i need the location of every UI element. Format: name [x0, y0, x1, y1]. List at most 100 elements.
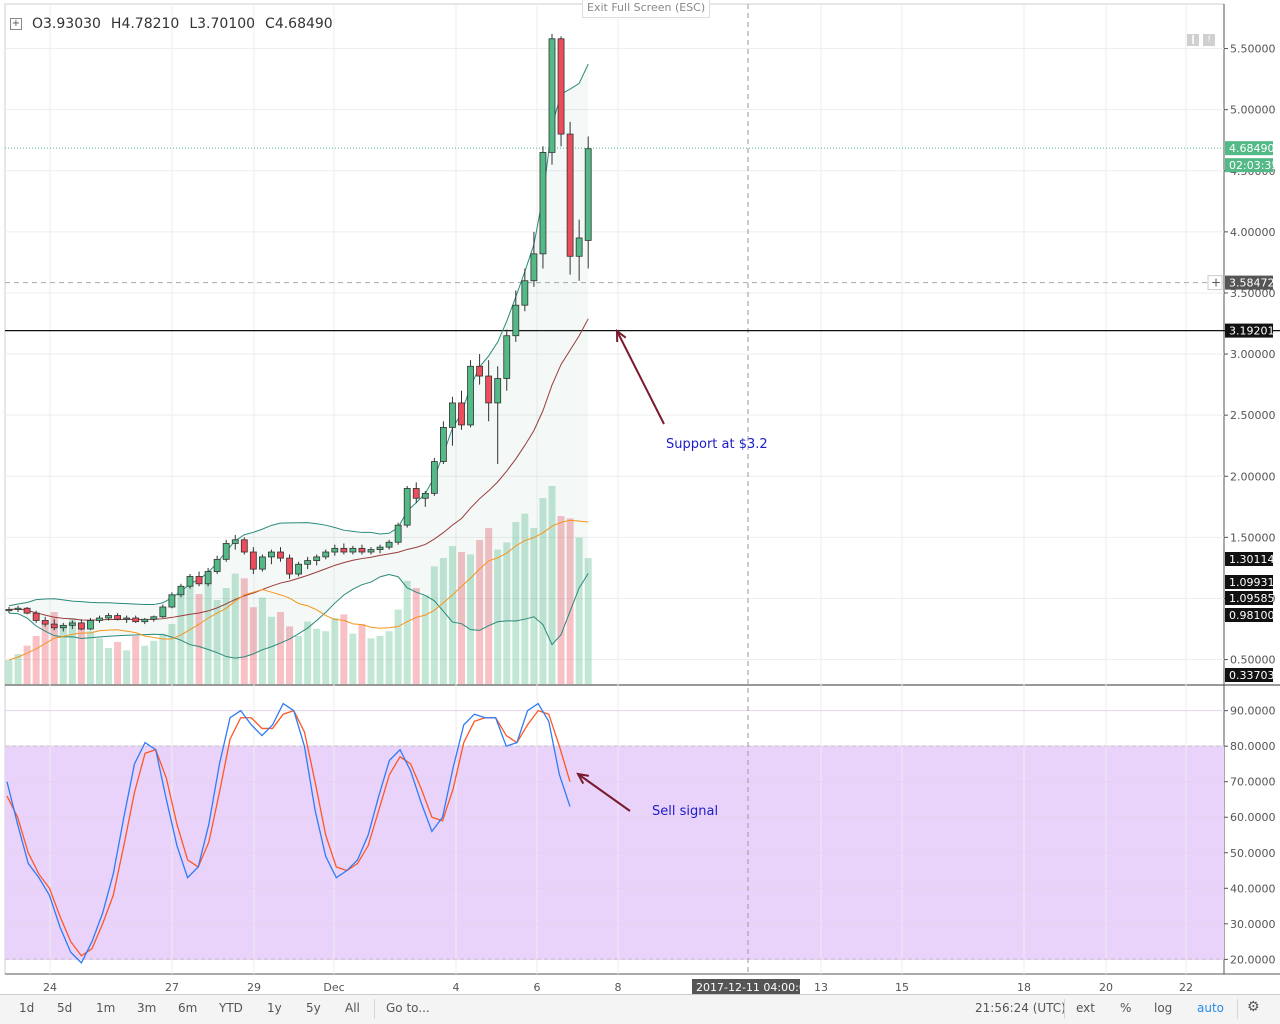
candle-body: [458, 402, 465, 426]
candle-body: [494, 378, 502, 404]
candle-body: [304, 560, 312, 565]
volume-bar: [476, 540, 484, 684]
candle-body: [78, 622, 85, 630]
goto-button[interactable]: Go to...: [386, 1001, 430, 1015]
bb-upper-badge: 1.30114: [1225, 552, 1275, 566]
badge-bg: [1225, 552, 1273, 566]
candle-body: [186, 576, 194, 587]
candle-body: [557, 38, 565, 135]
range-all-button[interactable]: All: [345, 1001, 360, 1015]
badge-text: 1.30114: [1229, 553, 1275, 566]
badge-text: 2017-12-11 04:00:00: [696, 981, 813, 994]
badge-bg: [1225, 668, 1273, 682]
time-tick-label: 27: [165, 981, 179, 994]
volume-bar: [159, 633, 167, 684]
price-tick-label: 5.50000: [1230, 43, 1276, 56]
candle: [87, 618, 94, 631]
volume-bar: [177, 590, 185, 684]
candle: [331, 544, 339, 556]
countdown-badge: 02:03:35: [1225, 158, 1278, 173]
range-1d-button[interactable]: 1d: [19, 1001, 35, 1015]
range-ytd-button[interactable]: YTD: [219, 1001, 243, 1015]
candle: [557, 36, 565, 147]
stoch-tick-label: 30.0000: [1230, 918, 1276, 931]
candle: [222, 539, 230, 562]
log-button[interactable]: log: [1154, 1001, 1173, 1015]
candle-body: [439, 426, 447, 462]
arrow-shaft: [616, 330, 665, 425]
candle: [5, 607, 13, 614]
range-6m-button[interactable]: 6m: [178, 1001, 198, 1015]
volume-bar: [105, 648, 113, 684]
crosshair-plus-glyph: +: [1211, 276, 1221, 290]
pause-icon[interactable]: ❙: [1187, 34, 1199, 46]
volume-bar: [385, 631, 393, 684]
settings-gear-icon[interactable]: ⚙: [1247, 999, 1260, 1015]
indicator-c-badge: 0.98100: [1225, 608, 1275, 622]
candle-body: [177, 585, 185, 596]
volume-bar: [394, 609, 402, 684]
candle: [114, 613, 121, 621]
candle: [548, 33, 556, 165]
candle-body: [59, 624, 67, 629]
candle-body: [313, 556, 321, 561]
candle-body: [286, 557, 293, 575]
candle-body: [548, 38, 556, 153]
ext-button[interactable]: ext: [1076, 1001, 1095, 1015]
candle: [123, 615, 131, 623]
volume-bar: [204, 580, 212, 684]
auto-button[interactable]: auto: [1197, 1001, 1225, 1015]
candle-body: [512, 304, 520, 337]
candle: [231, 534, 239, 550]
low-value: L3.70100: [189, 16, 256, 32]
stoch-tick-label: 70.0000: [1230, 776, 1276, 789]
badge-bg: [1225, 158, 1273, 173]
candle: [358, 544, 366, 555]
candle: [177, 583, 185, 598]
alert-icon[interactable]: !: [1203, 34, 1215, 46]
candle: [385, 539, 393, 550]
range-1y-button[interactable]: 1y: [267, 1001, 282, 1015]
volume-bar: [168, 624, 176, 684]
candle-body: [150, 616, 158, 620]
bollinger-upper: [8, 63, 589, 607]
toolbar-divider: [374, 999, 375, 1019]
time-tick-label: 6: [534, 981, 541, 994]
candle-body: [105, 615, 112, 619]
price-tick-label: 5.00000: [1230, 104, 1276, 117]
range-5d-button[interactable]: 5d: [57, 1001, 73, 1015]
candle-body: [195, 576, 203, 585]
candle-body: [32, 612, 40, 621]
candle: [186, 574, 194, 589]
volume-bar: [403, 580, 411, 684]
candle: [530, 231, 538, 287]
badge-text: 1.09931: [1229, 576, 1275, 589]
expand-icon[interactable]: +: [10, 18, 22, 30]
volume-bar: [448, 546, 456, 684]
range-1m-button[interactable]: 1m: [96, 1001, 116, 1015]
volume-bar: [304, 621, 312, 684]
bollinger-lower: [8, 573, 589, 659]
chart-control-icons: ❙ !: [1187, 34, 1215, 46]
exit-fullscreen-button[interactable]: Exit Full Screen (ESC): [582, 0, 711, 18]
badge-bg: [1225, 575, 1273, 589]
time-tick-label: 24: [43, 981, 57, 994]
candle: [141, 618, 149, 625]
candle-body: [584, 148, 592, 241]
price-tick-label: 2.00000: [1230, 470, 1276, 483]
utc-clock[interactable]: 21:56:24 (UTC): [975, 1001, 1066, 1015]
chart-area[interactable]: 242729Dec46813151820225.500005.000004.50…: [0, 0, 1280, 994]
time-tick-label: 4: [453, 981, 460, 994]
candle-body: [412, 488, 420, 499]
ohlc-legend: + O3.93030 H4.78210 L3.70100 C4.68490: [10, 16, 333, 32]
time-tick-label: 18: [1017, 981, 1031, 994]
range-5y-button[interactable]: 5y: [306, 1001, 321, 1015]
candle: [268, 549, 275, 565]
price-tick-label: 0.50000: [1230, 654, 1276, 667]
candle: [322, 549, 330, 560]
sell-signal-arrow: [576, 772, 631, 812]
range-3m-button[interactable]: 3m: [137, 1001, 157, 1015]
candle-body: [50, 623, 58, 629]
candle: [258, 554, 266, 572]
percent-button[interactable]: %: [1120, 1001, 1132, 1015]
